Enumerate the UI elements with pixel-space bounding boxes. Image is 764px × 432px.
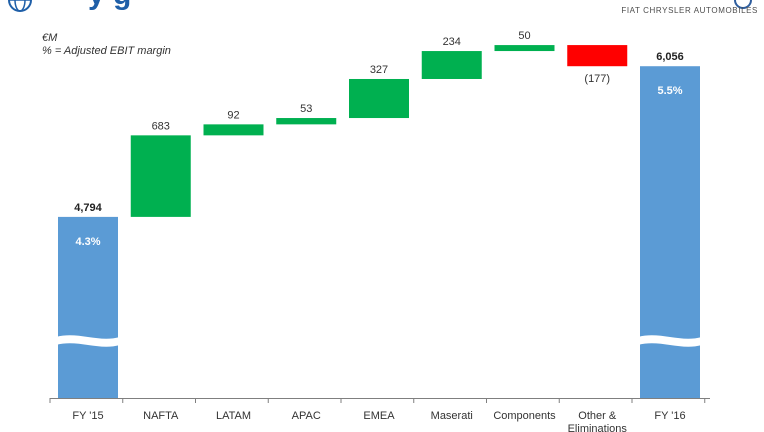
bar-5 (349, 78, 409, 119)
value-label-2: 683 (152, 120, 170, 132)
bar-9 (640, 66, 700, 399)
axis-break-1 (56, 335, 120, 347)
category-label-3: LATAM (216, 410, 251, 422)
margin-note: % = Adjusted EBIT margin (42, 45, 171, 57)
bar-1 (58, 216, 118, 398)
value-label-3: 92 (227, 109, 239, 121)
bar-7 (494, 45, 555, 52)
value-label-8: (177) (584, 73, 610, 85)
category-label-5: EMEA (363, 410, 395, 422)
bar-6 (421, 51, 482, 79)
value-label-1: 4,794 (74, 202, 102, 214)
category-label-7: Components (493, 410, 556, 422)
category-label-2: NAFTA (143, 410, 179, 422)
margin-label-9: 5.5% (657, 85, 682, 97)
globe-icon (8, 0, 32, 12)
category-label-9: FY '16 (654, 410, 685, 422)
value-label-7: 50 (518, 30, 530, 42)
units-note: €M % = Adjusted EBIT margin (42, 32, 171, 58)
category-label-1: FY '15 (72, 410, 103, 422)
units-label: €M (42, 32, 58, 44)
category-label-6: Maserati (431, 410, 473, 422)
header-strip: y g FIAT CHRYSLER AUTOMOBILES (0, 0, 764, 14)
category-label-8-1: Other & (578, 410, 617, 422)
page-title-fragment: y g (88, 0, 131, 12)
value-label-9: 6,056 (656, 51, 684, 63)
bar-2 (130, 135, 191, 217)
brand-name: FIAT CHRYSLER AUTOMOBILES (621, 6, 758, 14)
category-label-4: APAC (292, 410, 321, 422)
margin-label-1: 4.3% (75, 236, 100, 248)
bar-4 (276, 118, 337, 125)
axis-break-9 (638, 335, 702, 347)
value-label-6: 234 (443, 36, 461, 48)
value-label-5: 327 (370, 64, 388, 76)
bar-3 (203, 124, 264, 136)
category-label-8-2: Eliminations (568, 423, 628, 432)
value-label-4: 53 (300, 103, 312, 115)
bar-8 (567, 45, 628, 67)
